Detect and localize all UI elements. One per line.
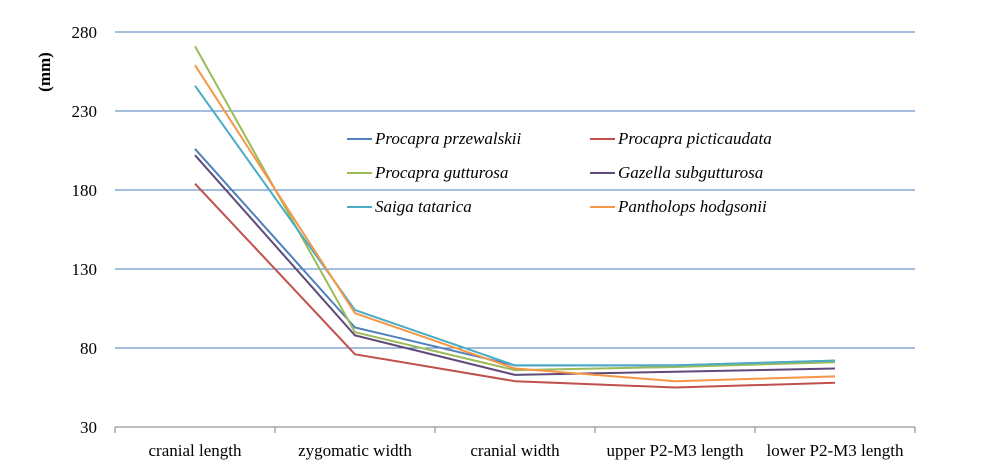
y-tick-label: 230 <box>72 102 98 121</box>
series-line <box>194 154 836 376</box>
series-line <box>194 183 836 389</box>
x-tick-label: cranial length <box>149 441 242 460</box>
legend: Procapra przewalskii Procapra picticaudat… <box>347 129 772 216</box>
x-tick-label: lower P2-M3 length <box>767 441 904 460</box>
legend-label: Procapra gutturosa <box>374 163 508 182</box>
x-tick-label: cranial width <box>470 441 560 460</box>
series-line <box>194 85 836 367</box>
legend-label: Pantholops hodgsonii <box>617 197 767 216</box>
legend-label: Saiga tatarica <box>375 197 472 216</box>
legend-label: Procapra przewalskii <box>374 129 522 148</box>
series-line <box>194 64 836 383</box>
y-tick-label: 30 <box>80 418 97 437</box>
gridlines <box>115 31 915 349</box>
y-tick-label: 180 <box>72 181 98 200</box>
y-axis-label: (mm) <box>35 52 54 92</box>
y-tick-label: 80 <box>80 339 97 358</box>
x-tick-label: upper P2-M3 length <box>607 441 744 460</box>
legend-label: Gazella subgutturosa <box>618 163 763 182</box>
y-tick-label: 280 <box>72 23 98 42</box>
y-tick-label: 130 <box>72 260 98 279</box>
series-lines <box>194 45 836 389</box>
axes: 30 80 130 180 230 280 cranial length zygomatic … <box>72 23 916 460</box>
legend-label: Procapra picticaudata <box>617 129 772 148</box>
x-tick-label: zygomatic width <box>298 441 412 460</box>
